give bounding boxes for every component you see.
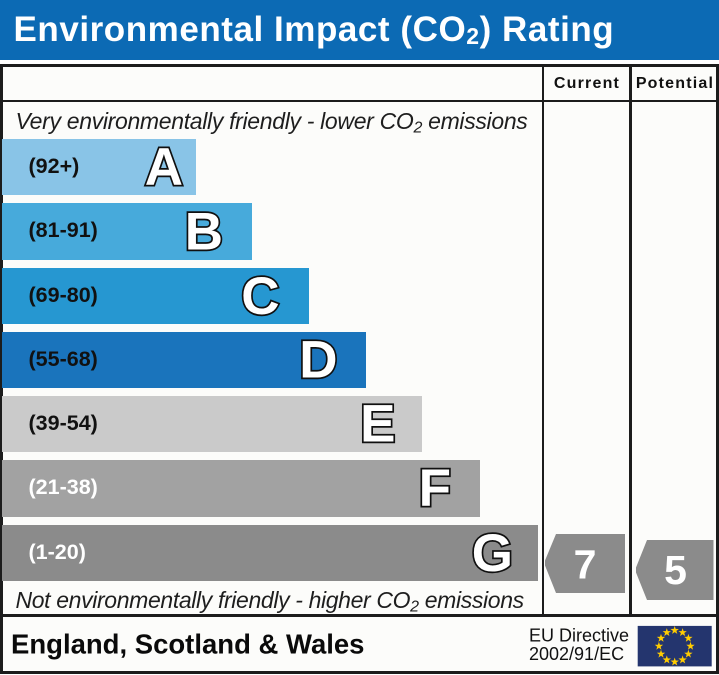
svg-text:EU Directive: EU Directive	[529, 626, 629, 646]
svg-text:G: G	[472, 524, 513, 583]
svg-text:F: F	[419, 459, 451, 518]
svg-text:7: 7	[574, 542, 597, 588]
svg-text:B: B	[185, 203, 223, 262]
svg-text:E: E	[360, 395, 395, 454]
svg-text:2002/91/EC: 2002/91/EC	[529, 644, 624, 664]
svg-text:D: D	[299, 331, 337, 390]
svg-text:C: C	[241, 267, 279, 326]
svg-text:5: 5	[664, 547, 687, 593]
svg-text:England, Scotland & Wales: England, Scotland & Wales	[11, 629, 364, 660]
svg-text:A: A	[145, 138, 183, 197]
